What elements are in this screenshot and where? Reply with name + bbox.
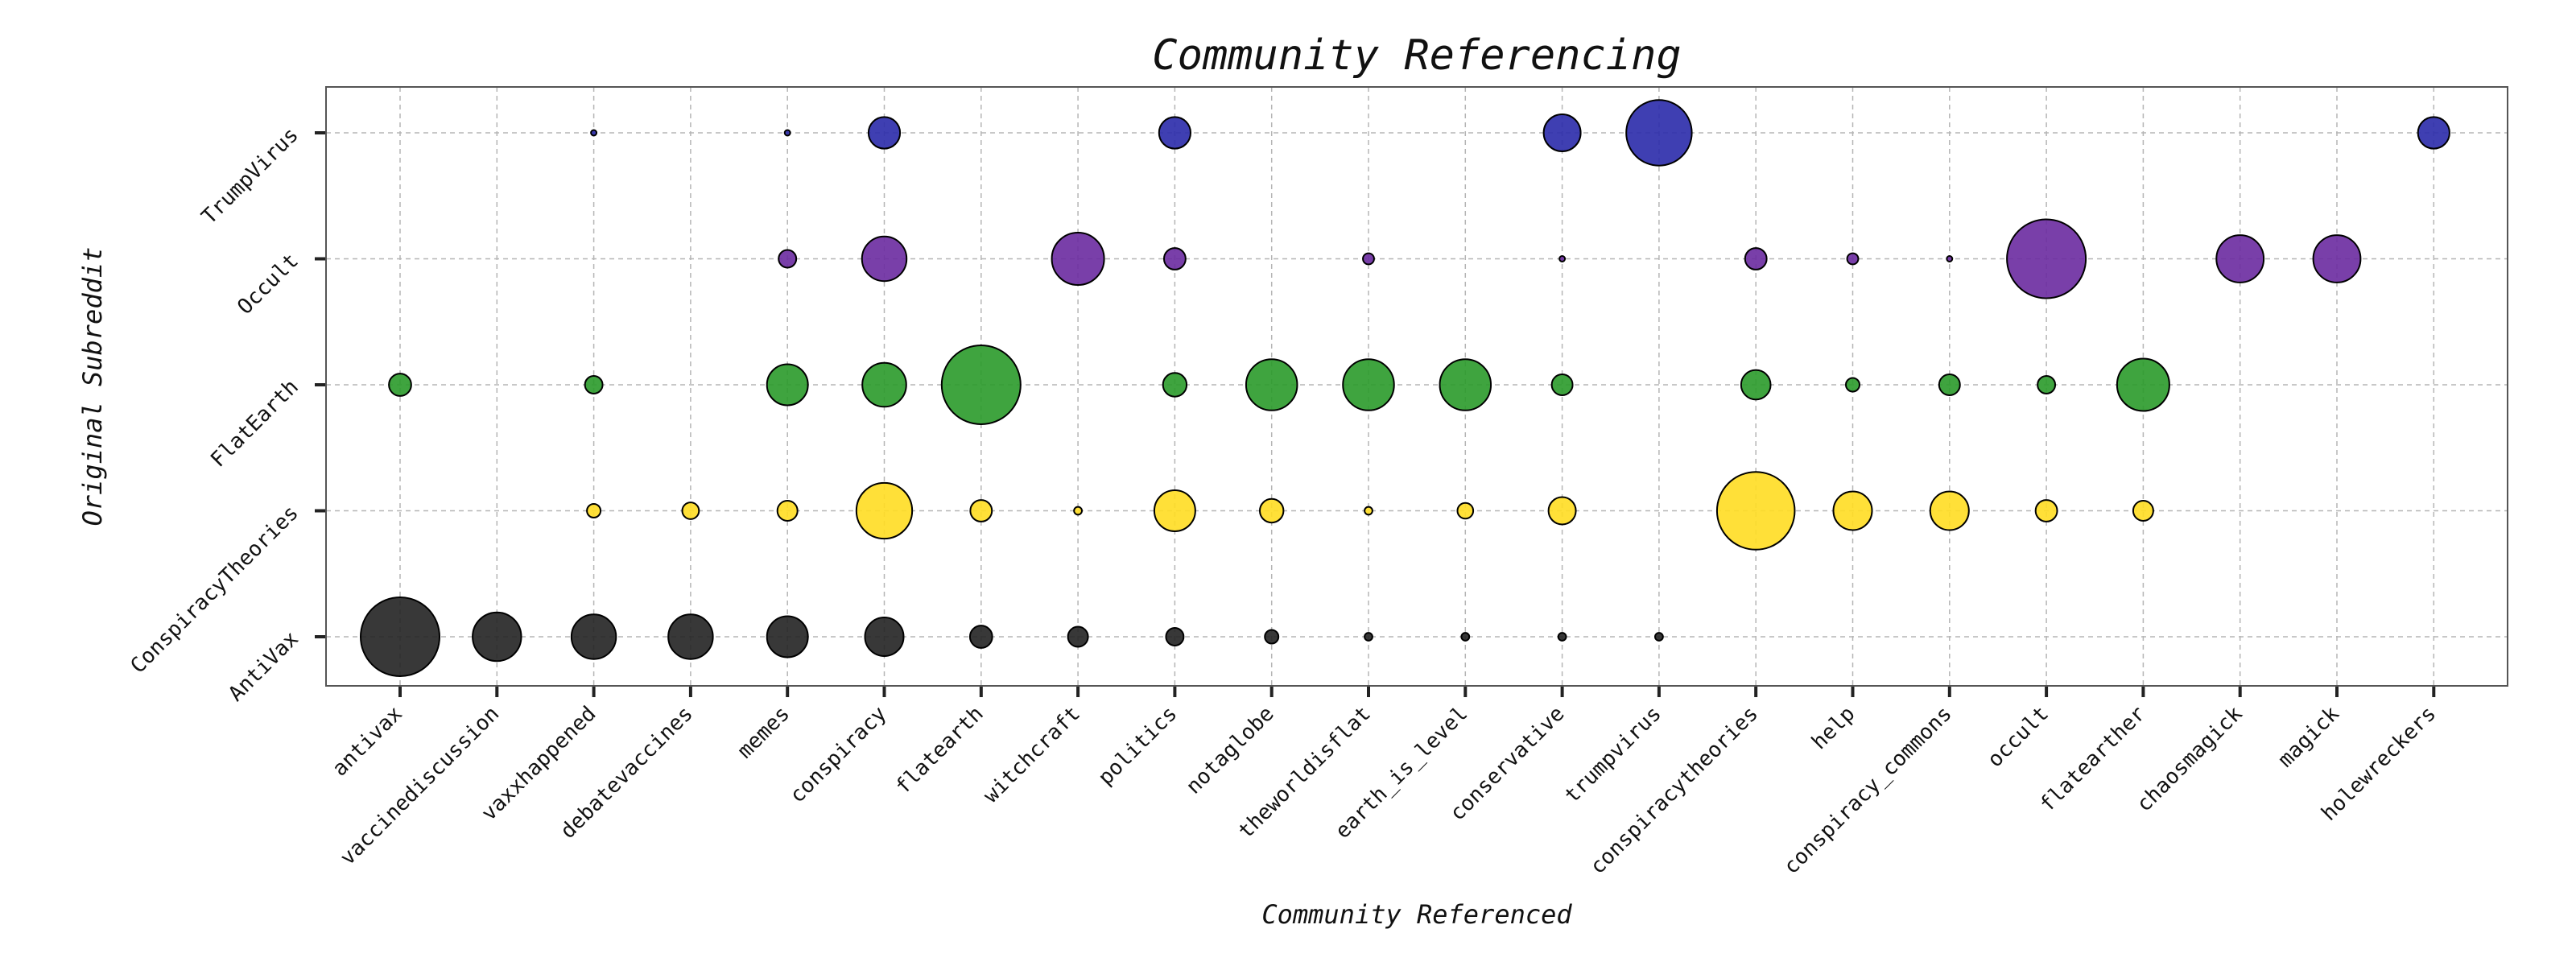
bubble-Occult-magick — [2312, 234, 2362, 283]
bubble-FlatEarth-antivax — [388, 373, 412, 397]
bubble-TrumpVirus-vaxxhappened — [590, 129, 598, 137]
x-tick-label-witchcraft: witchcraft — [979, 702, 1085, 808]
bubble-Occult-conspiracy_commons — [1946, 255, 1954, 262]
axis-ticks — [315, 131, 2436, 697]
bubble-ConspiracyTheories-witchcraft — [1073, 506, 1083, 516]
x-tick-label-antivax: antivax — [328, 702, 407, 782]
x-tick-label-conspiracytheories: conspiracytheories — [1586, 702, 1763, 879]
bubble-FlatEarth-conspiracy — [861, 361, 907, 408]
bubble-FlatEarth-theworldisflat — [1342, 358, 1395, 411]
x-axis-label: Community Referenced — [1261, 899, 1572, 930]
grid-lines — [326, 87, 2508, 686]
bubble-AntiVax-conspiracy — [864, 616, 905, 658]
bubble-Occult-memes — [778, 249, 798, 269]
bubble-AntiVax-witchcraft — [1067, 625, 1089, 648]
x-tick-label-memes: memes — [733, 702, 795, 764]
bubble-AntiVax-flatearth — [968, 625, 993, 649]
bubble-Occult-help — [1846, 252, 1860, 266]
x-tick-label-vaccinediscussion: vaccinediscussion — [336, 702, 504, 870]
x-tick-label-politics: politics — [1094, 702, 1183, 791]
chart-title: Community Referencing — [1152, 31, 1681, 80]
bubble-FlatEarth-conspiracy_commons — [1938, 374, 1961, 396]
bubble-Occult-occult — [2006, 218, 2087, 299]
bubble-Occult-witchcraft — [1051, 231, 1105, 287]
x-tick-label-occult: occult — [1983, 702, 2054, 773]
bubble-FlatEarth-notaglobe — [1245, 358, 1298, 411]
bubble-Occult-conspiracytheories — [1744, 247, 1768, 270]
x-tick-label-notaglobe: notaglobe — [1182, 702, 1279, 799]
bubble-AntiVax-vaxxhappened — [570, 613, 617, 660]
bubble-ConspiracyTheories-help — [1832, 490, 1873, 531]
bubble-ConspiracyTheories-theworldisflat — [1364, 506, 1373, 516]
x-tick-labels: antivaxvaccinediscussionvaxxhappeneddeba… — [328, 701, 2441, 879]
bubble-ConspiracyTheories-flatearther — [2132, 500, 2154, 522]
bubble-AntiVax-debatevaccines — [667, 613, 714, 660]
bubble-ConspiracyTheories-flatearth — [969, 499, 993, 522]
bubble-ConspiracyTheories-conspiracy_commons — [1929, 490, 1970, 531]
bubble-ConspiracyTheories-notaglobe — [1259, 497, 1285, 524]
bubble-Occult-chaosmagick — [2215, 234, 2265, 283]
x-tick-label-trumpvirus: trumpvirus — [1560, 702, 1666, 808]
bubble-ConspiracyTheories-memes — [776, 500, 799, 522]
bubble-FlatEarth-occult — [2037, 375, 2057, 394]
bubble-ConspiracyTheories-politics — [1153, 489, 1196, 532]
bubble-ConspiracyTheories-earth_is_level — [1456, 502, 1475, 520]
bubble-AntiVax-memes — [766, 615, 809, 658]
bubble-FlatEarth-memes — [766, 363, 809, 407]
bubble-TrumpVirus-conservative — [1542, 114, 1582, 152]
bubble-AntiVax-conservative — [1557, 632, 1567, 642]
y-tick-labels: AntiVaxConspiracyTheoriesFlatEarthOccult… — [126, 123, 303, 707]
bubble-FlatEarth-earth_is_level — [1439, 358, 1492, 411]
bubble-ConspiracyTheories-vaxxhappened — [586, 503, 602, 518]
bubble-ConspiracyTheories-conservative — [1547, 496, 1577, 526]
bubble-AntiVax-trumpvirus — [1654, 632, 1664, 642]
bubble-Occult-politics — [1162, 247, 1187, 270]
bubble-Occult-conspiracy — [861, 235, 908, 283]
y-tick-label-AntiVax: AntiVax — [224, 627, 303, 707]
bubble-ConspiracyTheories-occult — [2034, 499, 2058, 522]
bubble-FlatEarth-conspiracytheories — [1740, 369, 1772, 401]
bubble-Occult-theworldisflat — [1362, 252, 1375, 266]
bubbles — [360, 99, 2450, 677]
bubble-AntiVax-earth_is_level — [1460, 632, 1471, 642]
bubble-TrumpVirus-trumpvirus — [1625, 99, 1693, 167]
bubble-FlatEarth-vaxxhappened — [584, 375, 604, 394]
y-tick-label-FlatEarth: FlatEarth — [206, 375, 303, 473]
bubble-Occult-conservative — [1558, 255, 1567, 262]
bubble-AntiVax-notaglobe — [1264, 629, 1280, 645]
bubble-ConspiracyTheories-debatevaccines — [681, 502, 700, 520]
x-tick-label-help: help — [1807, 702, 1860, 754]
x-tick-label-magick: magick — [2273, 701, 2344, 772]
bubble-AntiVax-politics — [1165, 627, 1185, 646]
y-tick-label-TrumpVirus: TrumpVirus — [197, 123, 303, 229]
bubble-FlatEarth-politics — [1162, 372, 1188, 398]
bubble-AntiVax-theworldisflat — [1364, 632, 1373, 642]
x-tick-label-conspiracy: conspiracy — [786, 702, 892, 808]
bubble-TrumpVirus-holewreckers — [2417, 116, 2450, 150]
y-tick-label-Occult: Occult — [233, 249, 303, 320]
bubble-TrumpVirus-memes — [783, 129, 791, 137]
bubble-ConspiracyTheories-conspiracy — [855, 481, 914, 540]
y-axis-label: Original Subreddit — [77, 247, 108, 526]
bubble-AntiVax-vaccinediscussion — [472, 611, 522, 663]
x-tick-label-conspiracy_commons: conspiracy_commons — [1779, 702, 1956, 879]
bubble-FlatEarth-flatearther — [2116, 357, 2170, 412]
plot-frame — [325, 86, 2508, 687]
bubble-FlatEarth-flatearth — [940, 345, 1022, 425]
bubble-TrumpVirus-politics — [1158, 116, 1192, 150]
bubble-AntiVax-antivax — [360, 597, 440, 677]
bubble-TrumpVirus-conspiracy — [867, 116, 902, 150]
bubble-ConspiracyTheories-conspiracytheories — [1715, 471, 1796, 551]
bubble-FlatEarth-help — [1845, 377, 1860, 393]
x-tick-label-flatearth: flatearth — [891, 702, 989, 799]
bubble-FlatEarth-conservative — [1550, 374, 1574, 396]
